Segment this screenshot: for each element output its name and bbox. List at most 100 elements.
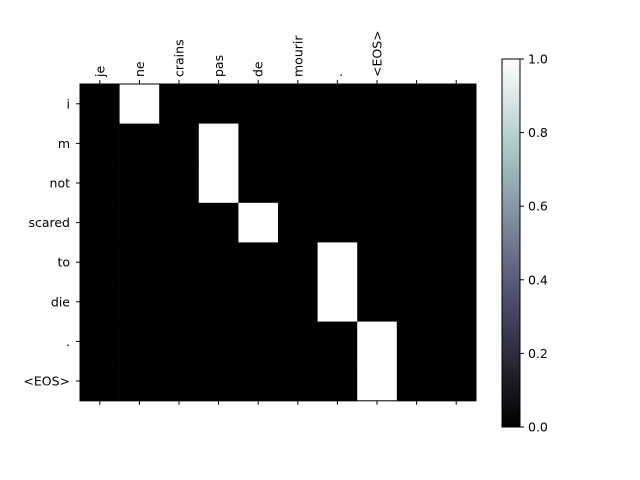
y-tick-label: not	[50, 176, 71, 191]
heatmap-cell	[80, 202, 120, 243]
heatmap-cell	[198, 84, 239, 124]
y-tick-label: i	[67, 96, 70, 111]
heatmap-cell	[159, 361, 200, 402]
heatmap-cell	[198, 282, 239, 322]
x-tick-label: .	[330, 73, 345, 77]
y-tick-label: die	[51, 294, 70, 309]
colorbar-tick-label: 0.4	[528, 272, 548, 287]
heatmap-cell	[238, 84, 279, 124]
heatmap-cell	[278, 282, 318, 322]
heatmap-cell	[80, 123, 120, 164]
heatmap-cell	[436, 361, 477, 402]
heatmap-cell	[159, 282, 200, 322]
heatmap-cell	[198, 361, 239, 402]
heatmap-cell	[238, 163, 279, 204]
heatmap-cell	[396, 163, 437, 204]
heatmap-cell	[436, 202, 477, 243]
colorbar-tick-label: 1.0	[528, 52, 548, 67]
heatmap-cell	[357, 361, 398, 402]
heatmap-cell	[238, 202, 279, 243]
heatmap-cell	[396, 242, 437, 283]
heatmap-cell	[278, 361, 318, 402]
heatmap-cells	[79, 83, 477, 402]
y-tick-label: m	[58, 136, 70, 151]
heatmap-cell	[317, 242, 358, 283]
heatmap-cell	[436, 242, 477, 283]
heatmap-cell	[198, 123, 239, 164]
heatmap-cell	[198, 202, 239, 243]
heatmap-cell	[278, 163, 318, 204]
y-tick-label: <EOS>	[23, 374, 70, 389]
heatmap-cell	[357, 123, 398, 164]
heatmap-cell	[357, 202, 398, 243]
heatmap-cell	[159, 202, 200, 243]
heatmap-cell	[119, 123, 160, 164]
heatmap-cell	[159, 123, 200, 164]
heatmap-cell	[119, 84, 160, 124]
heatmap-cell	[357, 321, 398, 362]
colorbar-ticks: 0.0 0.2 0.4 0.6 0.8 1.0	[520, 52, 548, 435]
heatmap-cell	[396, 282, 437, 322]
heatmap-cell	[436, 282, 477, 322]
x-tick-label: crains	[172, 39, 187, 77]
heatmap-cell	[238, 123, 279, 164]
heatmap-cell	[436, 321, 477, 362]
x-tick-label: je	[92, 66, 107, 78]
heatmap-cell	[159, 242, 200, 283]
y-axis-ticks: i m not scared to die. <EOS>	[23, 96, 80, 389]
heatmap-cell	[238, 282, 279, 322]
x-tick-label: mourir	[290, 35, 305, 77]
heatmap-cell	[278, 84, 318, 124]
heatmap-cell	[159, 84, 200, 124]
heatmap-cell	[119, 361, 160, 402]
heatmap-cell	[317, 84, 358, 124]
heatmap-cell	[278, 321, 318, 362]
y-tick-label: to	[57, 255, 70, 270]
heatmap-cell	[119, 242, 160, 283]
heatmap-cell	[317, 163, 358, 204]
colorbar	[501, 58, 521, 428]
heatmap-cell	[317, 202, 358, 243]
heatmap-cell	[80, 282, 120, 322]
heatmap-cell	[436, 84, 477, 124]
colorbar-tick-label: 0.8	[528, 125, 548, 140]
colorbar-tick-label: 0.2	[528, 346, 548, 361]
heatmap-cell	[198, 242, 239, 283]
heatmap-cell	[80, 242, 120, 283]
heatmap-cell	[436, 163, 477, 204]
heatmap-cell	[198, 321, 239, 362]
x-tick-label: <EOS>	[370, 30, 385, 77]
heatmap-cell	[159, 321, 200, 362]
heatmap-cell	[119, 282, 160, 322]
heatmap-cell	[396, 202, 437, 243]
heatmap-cell	[396, 321, 437, 362]
heatmap-cell	[198, 163, 239, 204]
colorbar-tick-label: 0.0	[528, 420, 548, 435]
heatmap-cell	[80, 361, 120, 402]
heatmap-cell	[80, 163, 120, 204]
heatmap-cell	[436, 123, 477, 164]
heatmap-cell	[278, 242, 318, 283]
x-tick-label: de	[251, 61, 266, 77]
y-tick-label: scared	[28, 215, 70, 230]
heatmap-cell	[159, 163, 200, 204]
heatmap-cell	[238, 361, 279, 402]
heatmap-cell	[396, 361, 437, 402]
y-tick-label: .	[66, 334, 70, 349]
x-tick-label: pas	[211, 55, 226, 77]
colorbar-tick-label: 0.6	[528, 199, 548, 214]
heatmap-cell	[317, 321, 358, 362]
heatmap-cell	[357, 242, 398, 283]
heatmap-cell	[317, 123, 358, 164]
heatmap-cell	[119, 321, 160, 362]
heatmap-cell	[357, 163, 398, 204]
heatmap-cell	[357, 282, 398, 322]
heatmap-cell	[80, 84, 120, 124]
x-axis-ticks: je ne crains pas de mourir. <EOS>	[92, 30, 457, 405]
heatmap-cell	[317, 361, 358, 402]
plot-frame	[79, 83, 477, 402]
x-tick-label: ne	[132, 61, 147, 77]
heatmap-cell	[278, 202, 318, 243]
heatmap-cell	[119, 202, 160, 243]
